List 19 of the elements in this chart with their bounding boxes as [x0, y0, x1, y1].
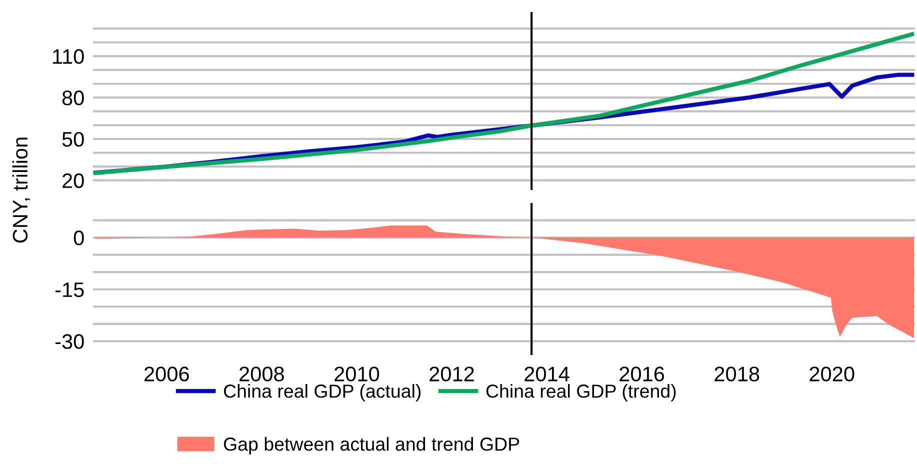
legend-label: China real GDP (trend)	[486, 384, 676, 402]
x-tick-label: 2012	[430, 366, 474, 382]
y-tick-label: 110	[53, 49, 84, 64]
x-tick-label: 2020	[810, 366, 854, 382]
y-tick-label: 80	[62, 90, 84, 106]
y-tick-label: 0	[74, 230, 84, 246]
legend-label: Gap between actual and trend GDP	[224, 437, 520, 455]
x-tick-label: 2006	[144, 366, 189, 382]
y-tick-label: 20	[62, 173, 84, 188]
y-tick-label: -30	[55, 334, 84, 349]
y-axis-title: CNY, trillion	[12, 138, 30, 243]
x-tick-label: 2010	[334, 366, 380, 382]
x-tick-label: 2014	[524, 366, 570, 382]
y-tick-label: -15	[55, 282, 84, 298]
x-tick-label: 2016	[620, 366, 664, 382]
x-tick-label: 2008	[240, 366, 284, 382]
legend-label: China real GDP (actual)	[224, 384, 421, 402]
x-tick-label: 2018	[714, 366, 760, 382]
y-tick-label: 50	[62, 132, 84, 147]
